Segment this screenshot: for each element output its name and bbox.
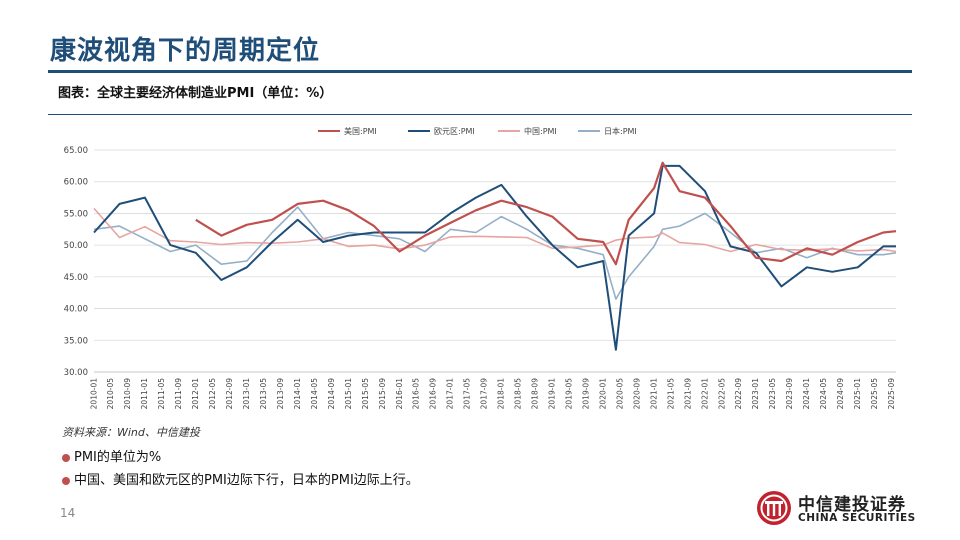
x-tick-label: 2017-09 xyxy=(480,378,489,410)
x-tick-label: 2018-01 xyxy=(497,378,506,410)
x-tick-label: 2010-01 xyxy=(89,378,98,410)
x-tick-label: 2021-05 xyxy=(666,378,675,410)
x-tick-label: 2018-05 xyxy=(514,378,523,410)
x-tick-label: 2011-09 xyxy=(174,378,183,410)
x-tick-label: 2025-05 xyxy=(870,378,879,410)
x-tick-label: 2013-05 xyxy=(259,378,268,410)
x-tick-label: 2015-09 xyxy=(378,378,387,410)
x-tick-label: 2017-05 xyxy=(463,378,472,410)
y-tick-label: 30.00 xyxy=(64,368,88,378)
y-tick-label: 40.00 xyxy=(64,305,88,315)
logo-chinese-name: 中信建投证券 xyxy=(798,495,906,515)
x-tick-label: 2012-05 xyxy=(208,378,217,410)
y-tick-label: 50.00 xyxy=(64,241,88,251)
x-tick-label: 2013-09 xyxy=(276,378,285,410)
x-tick-label: 2016-01 xyxy=(395,378,404,410)
y-tick-label: 35.00 xyxy=(64,336,88,346)
x-tick-label: 2017-01 xyxy=(446,378,455,410)
y-tick-label: 60.00 xyxy=(64,178,88,188)
x-tick-label: 2022-09 xyxy=(734,378,743,410)
series-line xyxy=(93,207,897,253)
bullet-text: PMI的单位为% xyxy=(74,450,162,465)
y-tick-label: 65.00 xyxy=(64,146,88,156)
x-tick-label: 2012-01 xyxy=(191,378,200,410)
source-note: 资料来源：Wind、中信建投 xyxy=(62,426,200,439)
x-tick-label: 2016-05 xyxy=(412,378,421,410)
x-tick-label: 2023-09 xyxy=(785,378,794,410)
x-tick-label: 2019-01 xyxy=(548,378,557,410)
bullet-item: 中国、美国和欧元区的PMI边际下行，日本的PMI边际上行。 xyxy=(62,469,419,488)
series-line xyxy=(93,164,896,351)
china-securities-logo-icon xyxy=(757,491,791,525)
x-tick-label: 2022-01 xyxy=(700,378,709,410)
x-tick-label: 2024-05 xyxy=(819,378,828,410)
bullet-item: PMI的单位为% xyxy=(62,446,161,465)
x-tick-label: 2025-09 xyxy=(887,378,896,410)
x-tick-label: 2021-01 xyxy=(649,378,658,410)
legend-label: 美国:PMI xyxy=(344,126,377,136)
logo-english-name: CHINA SECURITIES xyxy=(798,512,916,524)
x-tick-label: 2015-05 xyxy=(361,378,370,410)
x-tick-label: 2014-09 xyxy=(327,378,336,410)
caption-divider xyxy=(48,114,912,115)
x-tick-label: 2010-05 xyxy=(106,378,115,410)
x-tick-label: 2021-09 xyxy=(683,378,692,410)
x-tick-label: 2024-09 xyxy=(836,378,845,410)
x-tick-label: 2025-01 xyxy=(853,378,862,410)
x-tick-label: 2011-05 xyxy=(157,378,166,410)
x-tick-label: 2023-05 xyxy=(768,378,777,410)
legend-label: 中国:PMI xyxy=(524,126,557,136)
pmi-line-chart: 30.00 35.00 40.00 45.00 50.00 55.00 60.00 65.00… xyxy=(64,126,897,410)
chart-caption: 图表：全球主要经济体制造业PMI（单位：%） xyxy=(58,86,333,101)
x-tick-label: 2020-05 xyxy=(615,378,624,410)
x-tick-label: 2015-01 xyxy=(344,378,353,410)
x-tick-label: 2011-01 xyxy=(140,378,149,410)
legend-label: 日本:PMI xyxy=(604,126,637,136)
x-tick-label: 2014-01 xyxy=(293,378,302,410)
title-divider xyxy=(48,70,912,73)
x-tick-label: 2024-01 xyxy=(802,378,811,410)
x-tick-label: 2023-01 xyxy=(751,378,760,410)
company-logo: 中信建投证券 CHINA SECURITIES xyxy=(752,488,922,532)
y-tick-label: 55.00 xyxy=(64,209,88,219)
x-tick-label: 2020-09 xyxy=(632,378,641,410)
x-tick-label: 2010-09 xyxy=(123,378,132,410)
series-line xyxy=(195,161,897,266)
x-tick-label: 2022-05 xyxy=(717,378,726,410)
x-tick-label: 2018-09 xyxy=(531,378,540,410)
x-tick-label: 2014-05 xyxy=(310,378,319,410)
x-tick-label: 2019-05 xyxy=(565,378,574,410)
y-tick-label: 45.00 xyxy=(64,273,88,283)
x-tick-label: 2016-09 xyxy=(429,378,438,410)
x-tick-label: 2012-09 xyxy=(225,378,234,410)
legend-label: 欧元区:PMI xyxy=(434,126,475,136)
bullet-dot-icon xyxy=(62,453,70,462)
x-tick-label: 2013-01 xyxy=(242,378,251,410)
series-line xyxy=(93,206,897,300)
page-number: 14 xyxy=(60,506,76,520)
bullet-text: 中国、美国和欧元区的PMI边际下行，日本的PMI边际上行。 xyxy=(74,473,419,488)
x-tick-label: 2019-09 xyxy=(581,378,590,410)
page-title: 康波视角下的周期定位 xyxy=(50,36,321,66)
x-tick-label: 2020-01 xyxy=(598,378,607,410)
bullet-dot-icon xyxy=(62,476,70,485)
